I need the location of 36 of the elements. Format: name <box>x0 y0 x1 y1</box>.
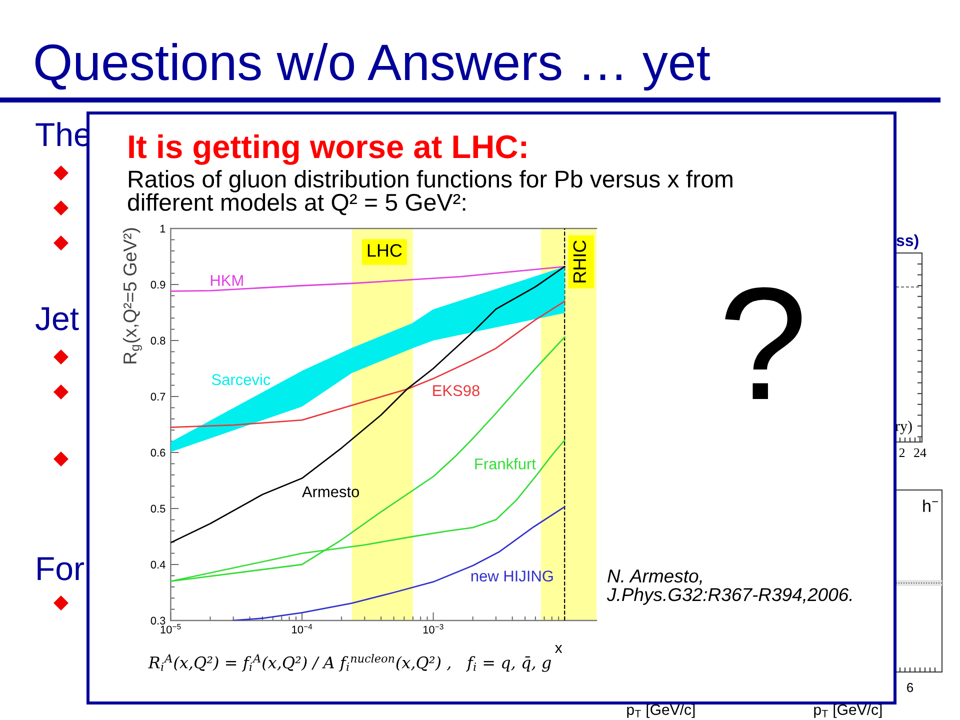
series-label: new HIJING <box>471 570 553 582</box>
text: 24 <box>914 448 926 457</box>
x-tick-label: 10$^{−5}$ <box>160 624 181 634</box>
x-tick-label: 10$^{−4}$ <box>292 624 312 634</box>
y-axis-title: R$_{g}$(x,Q²=5 GeV²) <box>122 228 142 364</box>
text: p$_{T}$ [GeV/c] <box>814 704 882 718</box>
y-tick-label: 0.9 <box>150 280 166 289</box>
y-tick-label: 0.8 <box>150 336 166 345</box>
series-label: Armesto <box>302 486 360 498</box>
text: N. Armesto, J.Phys.G32:R367-R394,2006. <box>606 570 852 605</box>
y-tick-label: 0.7 <box>150 392 166 401</box>
series-label: HKM <box>210 275 243 286</box>
y-tick-label: 0.5 <box>150 504 166 513</box>
text: Ratios of gluon distribution functions for Pb versus x from different models at Q² = 5 GeV²: <box>128 170 732 216</box>
text: ss) <box>896 234 918 250</box>
text: ? <box>725 287 802 399</box>
text: Jet <box>36 307 79 330</box>
x-axis-title: x <box>555 645 562 653</box>
text: p$_{T}$ [GeV/c] <box>627 704 695 718</box>
series-label: EKS98 <box>433 385 480 396</box>
band-label: LHC <box>368 244 402 257</box>
chart-subtitle: It is getting worse at LHC: <box>129 134 526 165</box>
y-tick-label: 0.4 <box>150 560 166 569</box>
series-label: Sarcevic <box>212 374 270 386</box>
text: 6 <box>907 682 914 692</box>
y-tick-label: 0.6 <box>150 448 166 457</box>
band-label: RHIC <box>573 240 586 282</box>
text: For <box>38 557 84 580</box>
text: R$_{i}$$^{A}$(x,Q²) = f$_{i}$$^{A}$(x,Q²) / A f$_{i}$$^{nucleon}$(x,Q²) , f$_{i}$ = q, q̄, g <box>148 654 551 672</box>
x-tick-label: 10$^{−3}$ <box>423 624 444 634</box>
y-tick-label: 0.3 <box>150 616 166 625</box>
text: h$^{−}$ <box>923 500 938 512</box>
y-tick-label: 1 <box>160 224 166 232</box>
series-label: Frankfurt <box>475 458 536 470</box>
chart-title: Questions w/o Answers … yet <box>35 43 710 91</box>
text: 2 <box>899 448 905 457</box>
